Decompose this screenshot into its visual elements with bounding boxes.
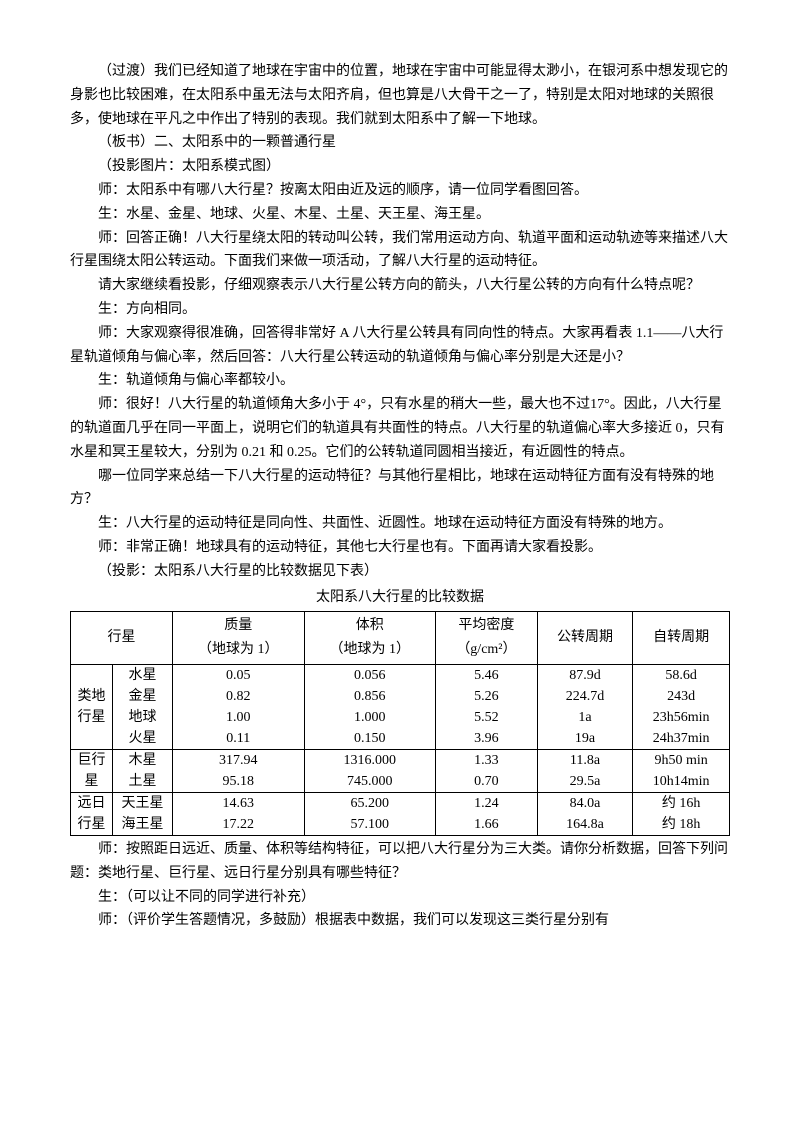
- planet-name: 水星: [113, 664, 173, 686]
- mass: 17.22: [173, 814, 305, 836]
- paragraph: （过渡）我们已经知道了地球在宇宙中的位置，地球在宇宙中可能显得太渺小，在银河系中…: [70, 60, 730, 131]
- density: 5.52: [436, 707, 538, 728]
- volume: 745.000: [304, 771, 436, 793]
- group-label: 远日行星: [71, 792, 113, 835]
- volume: 0.056: [304, 664, 436, 686]
- paragraph: 生：水星、金星、地球、火星、木星、土星、天王星、海王星。: [70, 203, 730, 227]
- mass: 0.05: [173, 664, 305, 686]
- paragraph: 请大家继续看投影，仔细观察表示八大行星公转方向的箭头，八大行星公转的方向有什么特…: [70, 274, 730, 298]
- mass: 95.18: [173, 771, 305, 793]
- mass: 1.00: [173, 707, 305, 728]
- planet-name: 金星: [113, 686, 173, 707]
- group-label: 类地行星: [71, 664, 113, 749]
- planet-name: 天王星: [113, 792, 173, 814]
- volume: 0.150: [304, 728, 436, 750]
- paragraph: （投影：太阳系八大行星的比较数据见下表）: [70, 560, 730, 584]
- density: 5.26: [436, 686, 538, 707]
- paragraph: 师：大家观察得很准确，回答得非常好 A 八大行星公转具有同向性的特点。大家再看表…: [70, 322, 730, 370]
- paragraph: （板书）二、太阳系中的一颗普通行星: [70, 131, 730, 155]
- paragraph: 师：太阳系中有哪八大行星？按离太阳由近及远的顺序，请一位同学看图回答。: [70, 179, 730, 203]
- density: 5.46: [436, 664, 538, 686]
- table-row: 土星95.18745.0000.7029.5a10h14min: [71, 771, 730, 793]
- planet-name: 土星: [113, 771, 173, 793]
- header-density: 平均密度 （g/cm²）: [436, 612, 538, 665]
- table-row: 类地行星水星0.050.0565.4687.9d58.6d: [71, 664, 730, 686]
- table-row: 海王星17.2257.1001.66164.8a约 18h: [71, 814, 730, 836]
- mass: 0.82: [173, 686, 305, 707]
- table-title: 太阳系八大行星的比较数据: [70, 586, 730, 610]
- planet-name: 地球: [113, 707, 173, 728]
- paragraph: 师：非常正确！地球具有的运动特征，其他七大行星也有。下面再请大家看投影。: [70, 536, 730, 560]
- volume: 0.856: [304, 686, 436, 707]
- rotation: 23h56min: [633, 707, 730, 728]
- revolution: 29.5a: [537, 771, 633, 793]
- paragraph: 师：回答正确！八大行星绕太阳的转动叫公转，我们常用运动方向、轨道平面和运动轨迹等…: [70, 227, 730, 275]
- paragraph: 师：按照距日远近、质量、体积等结构特征，可以把八大行星分为三大类。请你分析数据，…: [70, 838, 730, 886]
- paragraph: 师：很好！八大行星的轨道倾角大多小于 4°，只有水星的稍大一些，最大也不过17°…: [70, 393, 730, 464]
- revolution: 11.8a: [537, 749, 633, 771]
- revolution: 224.7d: [537, 686, 633, 707]
- rotation: 243d: [633, 686, 730, 707]
- volume: 1.000: [304, 707, 436, 728]
- planets-table: 行星 质量 （地球为 1） 体积 （地球为 1） 平均密度 （g/cm²） 公转…: [70, 611, 730, 836]
- density: 3.96: [436, 728, 538, 750]
- paragraph: 师：（评价学生答题情况，多鼓励）根据表中数据，我们可以发现这三类行星分别有: [70, 909, 730, 933]
- rotation: 约 16h: [633, 792, 730, 814]
- rotation: 9h50 min: [633, 749, 730, 771]
- paragraph: 生：八大行星的运动特征是同向性、共面性、近圆性。地球在运动特征方面没有特殊的地方…: [70, 512, 730, 536]
- planet-name: 海王星: [113, 814, 173, 836]
- paragraph: 生：（可以让不同的同学进行补充）: [70, 886, 730, 910]
- density: 0.70: [436, 771, 538, 793]
- density: 1.24: [436, 792, 538, 814]
- header-rotation: 自转周期: [633, 612, 730, 665]
- density: 1.66: [436, 814, 538, 836]
- header-volume: 体积 （地球为 1）: [304, 612, 436, 665]
- revolution: 164.8a: [537, 814, 633, 836]
- volume: 65.200: [304, 792, 436, 814]
- volume: 57.100: [304, 814, 436, 836]
- paragraph: 生：方向相同。: [70, 298, 730, 322]
- mass: 317.94: [173, 749, 305, 771]
- header-mass: 质量 （地球为 1）: [173, 612, 305, 665]
- table-header-row: 行星 质量 （地球为 1） 体积 （地球为 1） 平均密度 （g/cm²） 公转…: [71, 612, 730, 665]
- table-row: 金星0.820.8565.26224.7d243d: [71, 686, 730, 707]
- table-row: 巨行星木星317.941316.0001.3311.8a9h50 min: [71, 749, 730, 771]
- mass: 14.63: [173, 792, 305, 814]
- rotation: 10h14min: [633, 771, 730, 793]
- volume: 1316.000: [304, 749, 436, 771]
- table-row: 火星0.110.1503.9619a24h37min: [71, 728, 730, 750]
- mass: 0.11: [173, 728, 305, 750]
- revolution: 87.9d: [537, 664, 633, 686]
- header-revolution: 公转周期: [537, 612, 633, 665]
- paragraph: 生：轨道倾角与偏心率都较小。: [70, 369, 730, 393]
- rotation: 58.6d: [633, 664, 730, 686]
- revolution: 84.0a: [537, 792, 633, 814]
- table-row: 远日行星天王星14.6365.2001.2484.0a约 16h: [71, 792, 730, 814]
- rotation: 24h37min: [633, 728, 730, 750]
- planet-name: 木星: [113, 749, 173, 771]
- paragraph: 哪一位同学来总结一下八大行星的运动特征？与其他行星相比，地球在运动特征方面有没有…: [70, 465, 730, 513]
- group-label: 巨行星: [71, 749, 113, 792]
- revolution: 1a: [537, 707, 633, 728]
- table-row: 地球1.001.0005.521a23h56min: [71, 707, 730, 728]
- density: 1.33: [436, 749, 538, 771]
- header-planet: 行星: [71, 612, 173, 665]
- paragraph: （投影图片：太阳系模式图）: [70, 155, 730, 179]
- planet-name: 火星: [113, 728, 173, 750]
- revolution: 19a: [537, 728, 633, 750]
- rotation: 约 18h: [633, 814, 730, 836]
